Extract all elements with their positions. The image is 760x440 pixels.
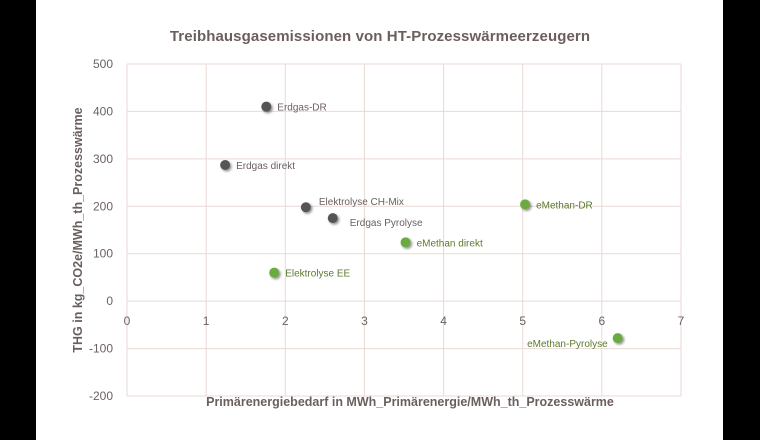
x-tick-label: 1	[203, 314, 210, 328]
data-point	[612, 333, 623, 344]
y-tick-label: -100	[89, 342, 113, 356]
data-point-label: eMethan direkt	[417, 238, 483, 249]
x-tick-label: 2	[282, 314, 289, 328]
x-axis-label: Primärenergiebedarf in MWh_Primärenergie…	[206, 395, 614, 409]
data-point	[400, 237, 411, 248]
x-tick-label: 6	[599, 314, 606, 328]
data-point-label: Elektrolyse CH-Mix	[319, 197, 404, 208]
grid-lines	[126, 63, 682, 397]
y-tick-label: -200	[89, 389, 113, 403]
y-tick-label: 300	[93, 152, 113, 166]
chart-canvas	[36, 0, 723, 440]
x-tick-label: 3	[361, 314, 368, 328]
data-point	[269, 267, 280, 278]
data-point	[327, 213, 338, 224]
data-point	[220, 160, 231, 171]
data-points: Erdgas-DR Erdgas direkt Elektrolyse CH-Mix…	[220, 101, 623, 350]
x-tick-label: 7	[678, 314, 685, 328]
y-tick-label: 100	[93, 247, 113, 261]
y-tick-label: 200	[93, 199, 113, 213]
data-point-label: Elektrolyse EE	[285, 269, 350, 280]
y-tick-label: 500	[93, 57, 113, 71]
y-tick-label: 400	[93, 104, 113, 118]
data-point-label: Erdgas-DR	[277, 103, 326, 114]
x-tick-label: 5	[519, 314, 526, 328]
axis-ticks: -200 -100 0 100 200 300 400 500 0 1 2 3 4 5 6 7	[89, 57, 685, 403]
data-point	[261, 101, 272, 112]
y-tick-label: 0	[106, 294, 113, 308]
data-point-label: eMethan-Pyrolyse	[527, 339, 608, 350]
data-point	[300, 202, 311, 213]
data-point-label: Erdgas Pyrolyse	[350, 218, 423, 229]
data-point	[520, 199, 531, 210]
chart-title: Treibhausgasemissionen von HT-Prozesswär…	[169, 28, 591, 45]
data-point-label: Erdgas direkt	[236, 161, 295, 172]
x-tick-label: 0	[124, 314, 131, 328]
data-point-label: eMethan-DR	[536, 200, 593, 211]
x-tick-label: 4	[440, 314, 447, 328]
